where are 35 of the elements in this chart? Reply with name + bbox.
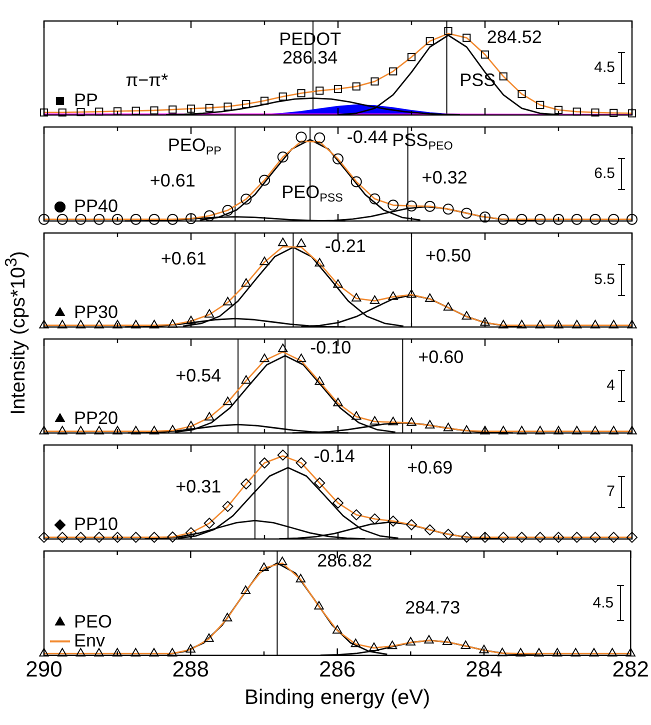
legend-label: PP40 bbox=[74, 196, 118, 216]
annotation: 284.52 bbox=[486, 26, 542, 47]
annotation: -0.21 bbox=[324, 236, 366, 256]
legend-label: PP30 bbox=[74, 302, 118, 322]
annotation: -0.10 bbox=[310, 337, 352, 358]
x-tick-label: 286 bbox=[318, 656, 356, 682]
annotation: +0.54 bbox=[176, 366, 222, 386]
annotation: π−π* bbox=[126, 70, 168, 90]
annotation: 7 bbox=[606, 483, 615, 500]
annotation: 4.5 bbox=[594, 59, 616, 76]
legend-label: PP10 bbox=[74, 514, 118, 534]
annotation: +0.50 bbox=[425, 245, 472, 266]
annotation: 4.5 bbox=[592, 594, 614, 612]
annotation: -0.44 bbox=[346, 127, 388, 148]
annotation: +0.61 bbox=[150, 170, 196, 190]
x-tick-label: 288 bbox=[172, 656, 210, 682]
annotation: -0.14 bbox=[314, 446, 355, 466]
annotation: +0.32 bbox=[422, 168, 468, 188]
x-axis-title: Binding energy (eV) bbox=[244, 686, 430, 710]
annotation: 284.73 bbox=[405, 597, 460, 618]
annotation: 4 bbox=[606, 377, 615, 394]
x-tick-label: 282 bbox=[612, 656, 650, 682]
legend-label: Env bbox=[74, 630, 106, 650]
legend-label: PP bbox=[74, 90, 98, 110]
annotation: 286.82 bbox=[317, 550, 372, 570]
x-tick-label: 290 bbox=[26, 656, 62, 682]
annotation: 5.5 bbox=[594, 271, 616, 288]
annotation: +0.60 bbox=[418, 346, 464, 367]
annotation: +0.61 bbox=[160, 248, 206, 268]
annotation: +0.31 bbox=[176, 476, 222, 496]
annotation: +0.69 bbox=[407, 457, 453, 478]
legend-label: PEO bbox=[74, 611, 112, 632]
x-tick-label: 284 bbox=[466, 656, 502, 682]
legend-label: PP20 bbox=[74, 408, 118, 428]
annotation: 6.5 bbox=[594, 165, 616, 182]
